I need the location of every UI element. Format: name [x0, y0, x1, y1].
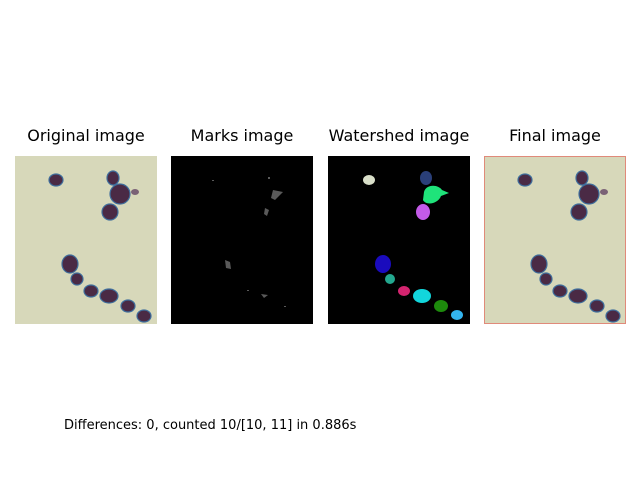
panel-title: Original image — [27, 126, 145, 145]
panel-title: Watershed image — [328, 126, 470, 145]
panel-title: Final image — [509, 126, 601, 145]
panel-title: Marks image — [190, 126, 294, 145]
original-image-panel: Original image — [15, 126, 157, 324]
original-image — [15, 156, 157, 324]
final-image — [484, 156, 626, 324]
final-image-panel: Final image — [484, 126, 626, 324]
result-caption: Differences: 0, counted 10/[10, 11] in 0… — [64, 418, 357, 433]
watershed-image-panel: Watershed image — [328, 126, 470, 324]
watershed-image — [328, 156, 470, 324]
marks-image — [171, 156, 313, 324]
marks-image-panel: Marks image — [171, 126, 313, 324]
